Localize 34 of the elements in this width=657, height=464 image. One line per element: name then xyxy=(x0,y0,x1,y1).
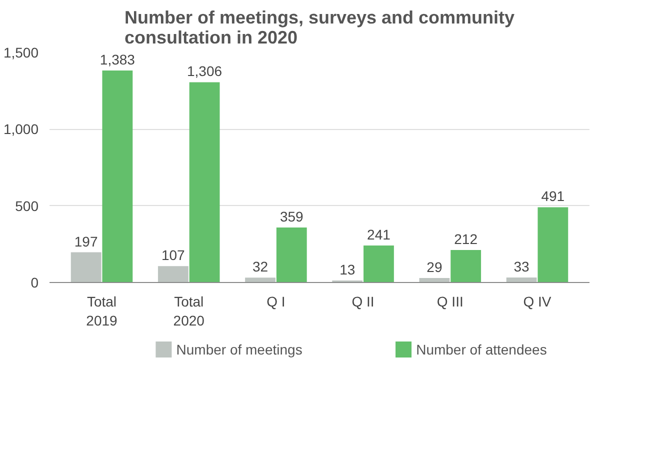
bar xyxy=(70,252,102,282)
data-label: 13 xyxy=(340,262,356,278)
x-tick-label: Q IV xyxy=(523,294,552,310)
bar xyxy=(158,266,188,282)
y-tick-label: 0 xyxy=(30,274,39,290)
data-label: 491 xyxy=(541,188,565,204)
chart-title: Number of meetings, surveys and community consultation in 2020 xyxy=(124,8,515,48)
x-tick-label: Total 2019 xyxy=(86,294,118,329)
data-label: 107 xyxy=(162,247,186,264)
x-tick-label: Q II xyxy=(352,294,374,310)
data-label: 1,306 xyxy=(187,63,222,80)
bar xyxy=(450,250,482,282)
y-tick-label: 1,500 xyxy=(3,44,39,60)
data-label: 33 xyxy=(514,258,530,274)
legend-label: Number of meetings xyxy=(176,342,302,358)
data-label: 197 xyxy=(74,233,98,250)
bar xyxy=(276,227,307,282)
data-label: 1,383 xyxy=(100,51,136,68)
bar xyxy=(102,70,133,282)
x-tick-label: Q I xyxy=(266,294,286,310)
data-label: 359 xyxy=(280,208,304,224)
data-label: 29 xyxy=(426,259,442,276)
data-label: 32 xyxy=(252,258,268,275)
bar xyxy=(189,82,220,282)
y-tick-label: 500 xyxy=(15,198,39,214)
bar xyxy=(364,246,394,282)
data-label: 212 xyxy=(454,230,478,247)
x-tick-label: Total 2020 xyxy=(173,294,205,329)
y-tick-label: 1,000 xyxy=(3,121,39,138)
legend-label: Number of attendees xyxy=(416,342,547,358)
x-tick-label: Q III xyxy=(436,294,464,310)
bar xyxy=(245,278,276,282)
data-label: 241 xyxy=(367,226,391,243)
bar xyxy=(538,207,568,282)
